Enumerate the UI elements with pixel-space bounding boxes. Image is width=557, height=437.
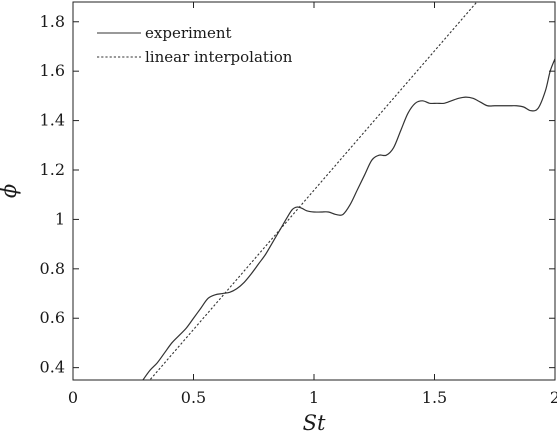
y-tick-label: 1.4	[40, 111, 65, 130]
series-line-experiment	[142, 58, 555, 380]
axes-frame	[72, 1, 556, 381]
legend-label-experiment: experiment	[145, 24, 232, 42]
x-tick-label: 0.5	[181, 388, 206, 407]
plot-area	[142, 2, 555, 380]
y-tick-label: 0.4	[40, 358, 65, 377]
x-tick-label: 1.5	[422, 388, 447, 407]
legend-label-linear-interpolation: linear interpolation	[145, 48, 293, 66]
y-tick-label: 1	[55, 209, 65, 228]
y-tick-label: 1.6	[40, 61, 65, 80]
x-tick-label: 0	[68, 388, 78, 407]
y-tick-label: 1.8	[40, 12, 65, 31]
x-tick-label: 2	[550, 388, 557, 407]
tick-labels: 0 0.5 1 1.5 2 0.4 0.6 0.8 1 1.2 1.4 1.6 1.8	[40, 12, 557, 407]
legend: experiment linear interpolation	[97, 24, 293, 66]
y-tick-label: 0.8	[40, 259, 65, 278]
series-line-linear-interpolation	[149, 2, 478, 380]
x-axis-label: St	[303, 411, 326, 435]
y-axis-label: ϕ	[0, 184, 21, 198]
x-tick-label: 1	[309, 388, 319, 407]
y-tick-label: 0.6	[40, 308, 65, 327]
y-tick-label: 1.2	[40, 160, 65, 179]
